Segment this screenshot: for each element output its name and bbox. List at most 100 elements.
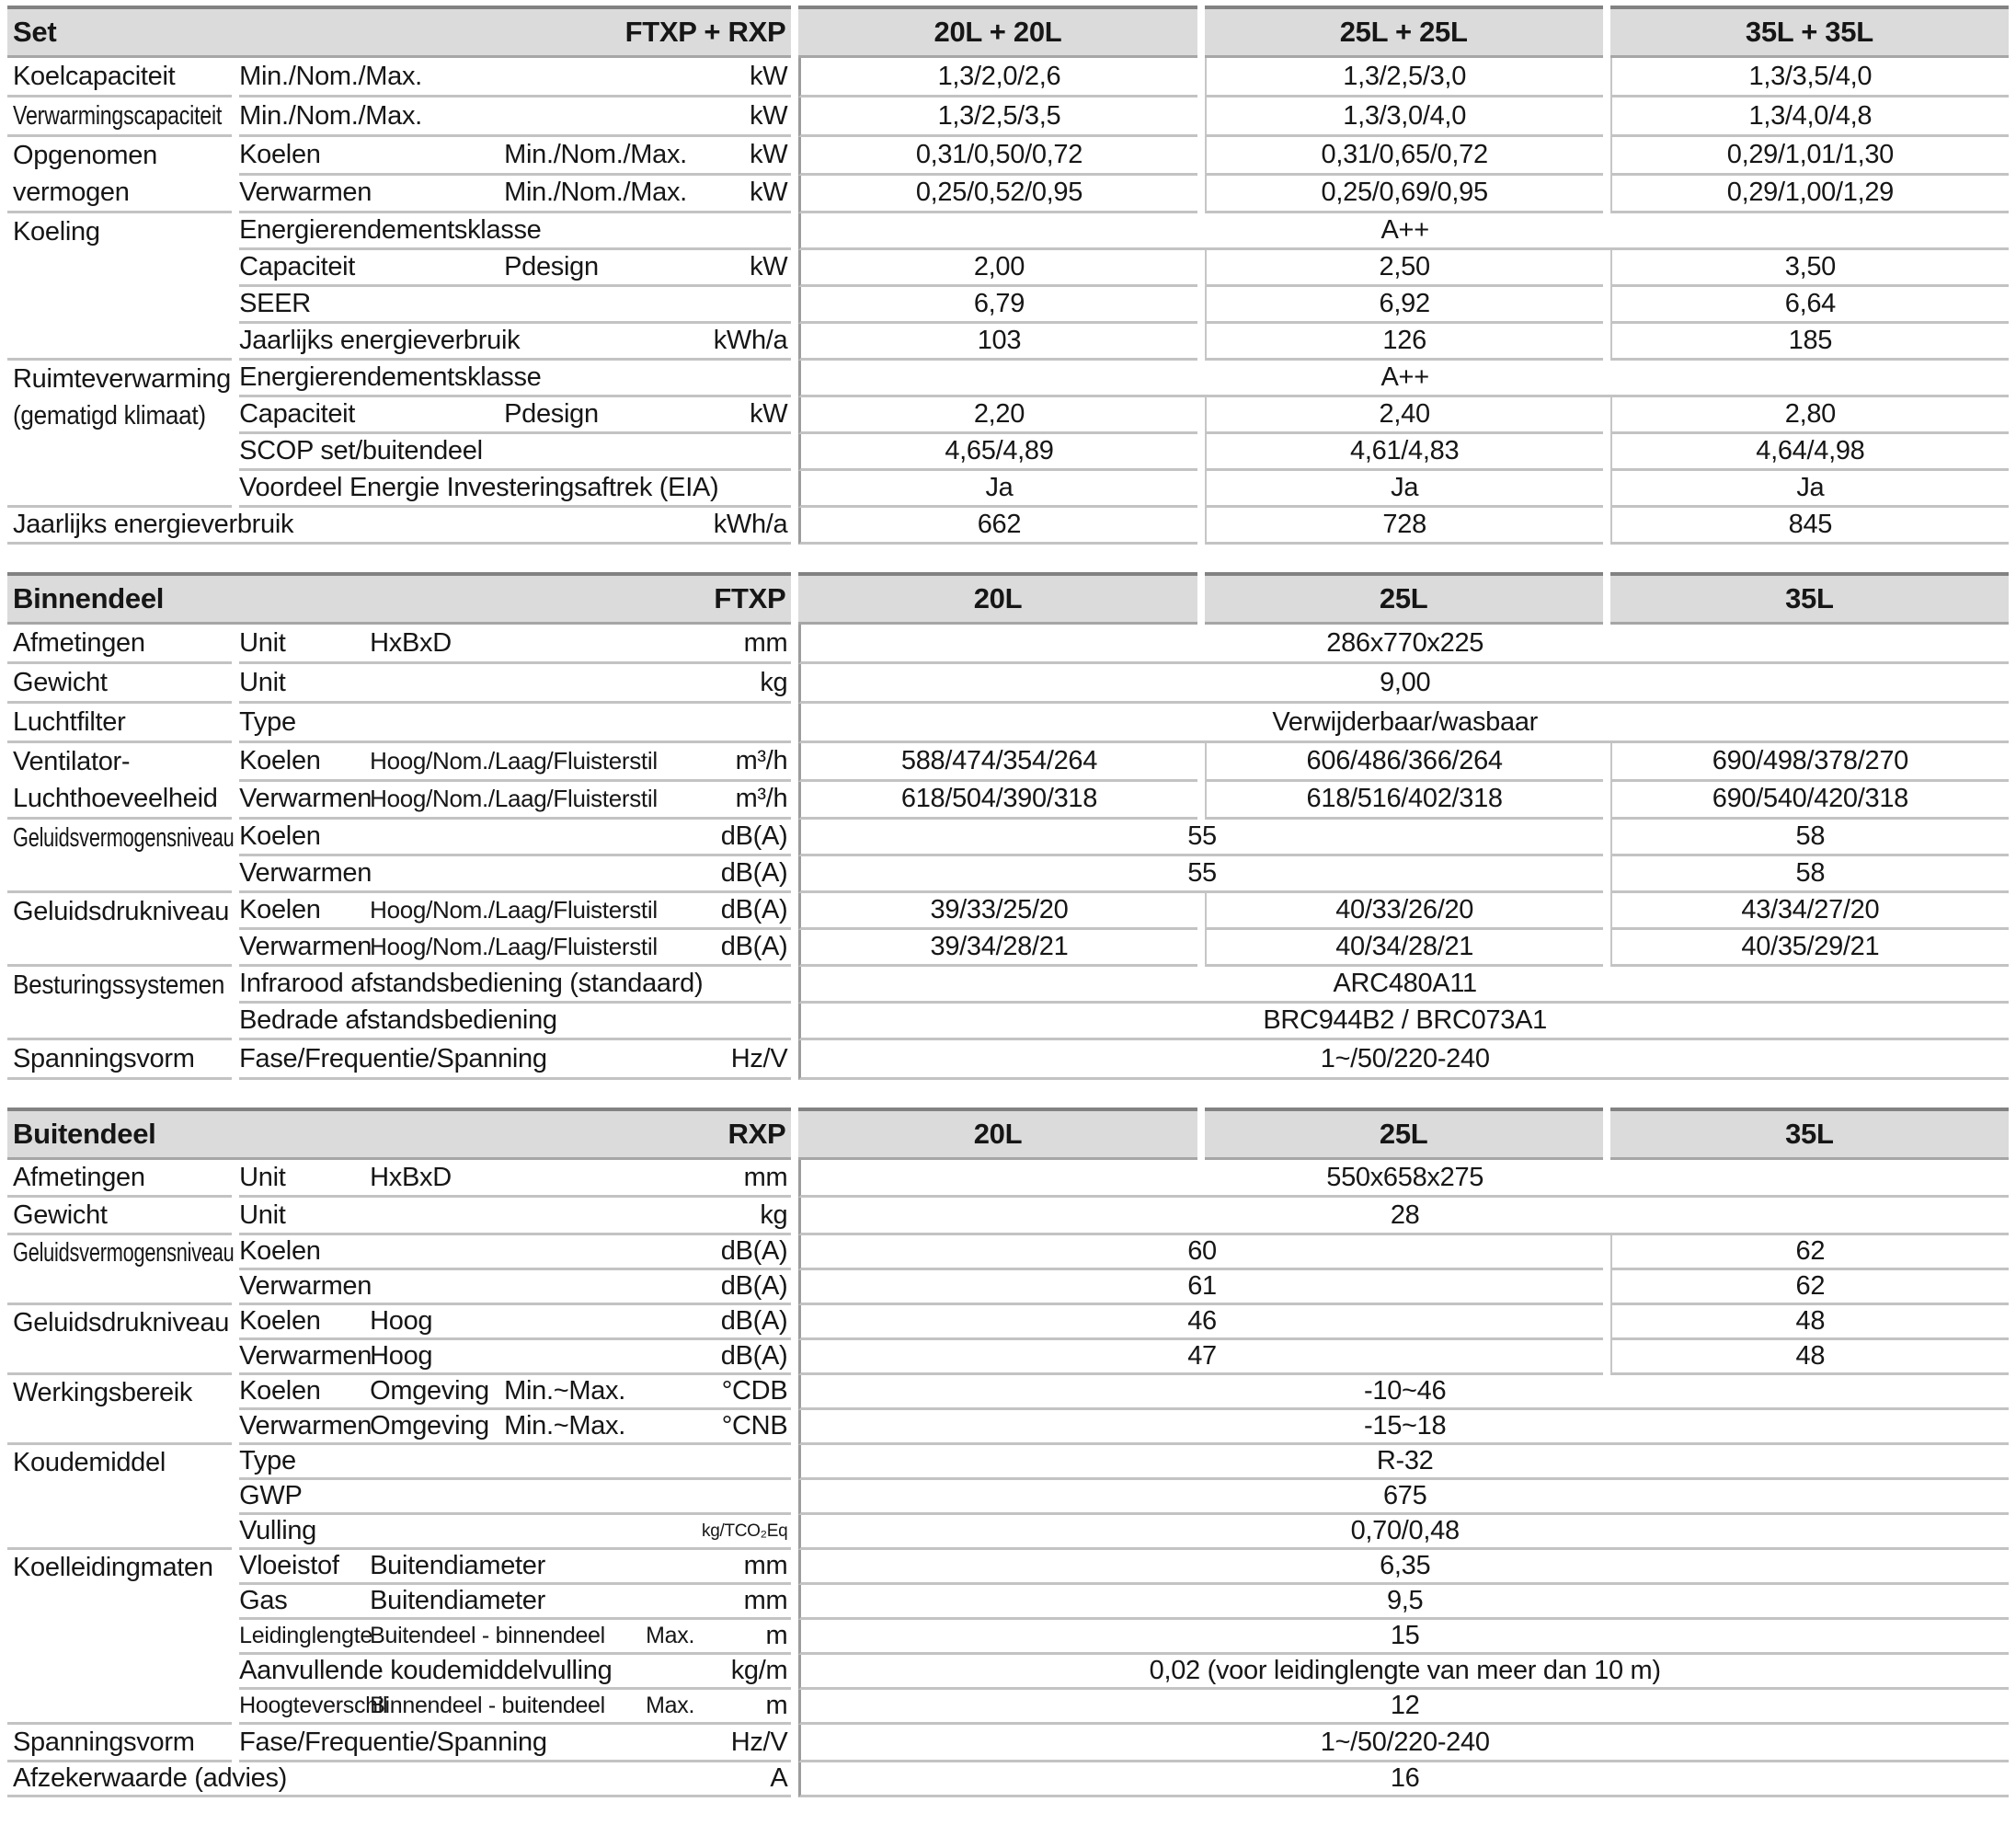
category-cell: Spanningsvorm — [7, 1040, 233, 1080]
label-cell: Unit kg — [239, 1198, 792, 1235]
unit-label: m³/h — [735, 784, 788, 814]
value-cell: 39/33/25/20 — [798, 893, 1197, 930]
value-cell: 0,29/1,00/1,29 — [1609, 175, 2009, 213]
value-cell: 40/33/26/20 — [1204, 893, 1603, 930]
table-row: Werkingsbereik Koelen Omgeving Min.~Max.… — [7, 1375, 2009, 1445]
row-sublabel: Max. — [646, 1693, 695, 1718]
value-cell: 588/474/354/264 — [798, 743, 1197, 782]
value-cell: 40/34/28/21 — [1204, 930, 1603, 967]
value-cell: -10~46 — [798, 1375, 2009, 1410]
value-cell: 1~/50/220-240 — [798, 1725, 2009, 1762]
value-cell: 185 — [1609, 324, 2009, 361]
row-label: Koelen — [239, 895, 321, 924]
buitendeel-spec-table: Buitendeel RXP 20L 25L 35L Afmetingen Un… — [0, 1108, 2016, 1797]
category-cell: Koudemiddel — [7, 1445, 233, 1550]
value-cell: 55 — [798, 820, 1603, 856]
row-sublabel: Binnendeel - buitendeel — [370, 1693, 605, 1718]
category-cell: Besturingssystemen — [7, 967, 233, 1040]
value-cell: 3,50 — [1609, 250, 2009, 287]
table-row: Afzekerwaarde (advies) A 16 — [7, 1762, 2009, 1797]
row-sublabel: Min./Nom./Max. — [504, 178, 687, 208]
row-label: Infrarood afstandsbediening (standaard) — [239, 969, 704, 998]
row-label: Verwarmen — [239, 1411, 372, 1440]
unit-label: dB(A) — [720, 1341, 788, 1371]
unit-label: kW — [750, 252, 788, 281]
table-row: SCOP set/buitendeel 4,65/4,89 4,61/4,83 … — [7, 434, 2009, 471]
unit-label: kW — [750, 139, 788, 169]
label-cell: Koelen Hoog dB(A) — [239, 1305, 792, 1340]
value-cell: 4,65/4,89 — [798, 434, 1197, 471]
row-label: Verwarmen — [239, 178, 372, 208]
row-sublabel: Buitendiameter — [370, 1551, 545, 1580]
unit-label: m³/h — [735, 745, 788, 775]
unit-label: kW — [750, 399, 788, 429]
unit-label: kg — [760, 667, 788, 697]
value-cell: 58 — [1609, 820, 2009, 856]
category-cell: Opgenomen vermogen — [7, 137, 233, 213]
value-cell: A++ — [798, 361, 2009, 397]
value-cell: 618/516/402/318 — [1204, 781, 1603, 820]
table-row: Ventilator- Luchthoeveelheid Koelen Hoog… — [7, 743, 2009, 820]
category-cell: Geluidsvermogensniveau — [7, 1235, 235, 1305]
category-cell: Verwarmingscapaciteit — [7, 98, 233, 137]
row-sublabel: Buitendeel - binnendeel — [370, 1623, 605, 1648]
table-row: Verwarmen Hoog/Nom./Laag/Fluisterstil m³… — [7, 781, 2009, 820]
column-header: 35L + 35L — [1609, 6, 2009, 58]
label-cell: Fase/Frequentie/Spanning Hz/V — [239, 1725, 792, 1762]
value-cell: 1~/50/220-240 — [798, 1040, 2009, 1080]
row-label: GWP — [239, 1481, 303, 1510]
value-cell: 2,00 — [798, 250, 1197, 287]
table-row: Afmetingen Unit HxBxD mm 286x770x225 — [7, 625, 2009, 664]
row-label: Koelen — [239, 139, 321, 169]
row-sublabel: Min.~Max. — [504, 1411, 625, 1440]
unit-label: A — [770, 1763, 788, 1793]
label-cell: Fase/Frequentie/Spanning Hz/V — [239, 1040, 792, 1080]
value-cell: 62 — [1609, 1270, 2009, 1305]
table-row: Jaarlijks energieverbruik kWh/a 103 126 … — [7, 324, 2009, 361]
table-row: Spanningsvorm Fase/Frequentie/Spanning H… — [7, 1040, 2009, 1080]
row-label: Energierendementsklasse — [239, 215, 542, 245]
label-cell: Verwarmen Omgeving Min.~Max. °CNB — [239, 1410, 792, 1445]
value-cell: 0,70/0,48 — [798, 1515, 2009, 1550]
value-cell: Verwijderbaar/wasbaar — [798, 704, 2009, 743]
row-label: Jaarlijks energieverbruik — [239, 326, 521, 355]
unit-label: dB(A) — [720, 858, 788, 888]
column-header: 25L + 25L — [1204, 6, 1603, 58]
column-header: 20L + 20L — [798, 6, 1197, 58]
category-cell: Gewicht — [7, 664, 233, 704]
unit-label: m — [765, 1621, 788, 1650]
table-row: GWP 675 — [7, 1480, 2009, 1515]
row-label: Unit — [239, 1199, 286, 1230]
unit-label: °CNB — [721, 1411, 788, 1440]
row-label: SEER — [239, 289, 311, 318]
row-label: Capaciteit — [239, 399, 356, 429]
label-cell: Energierendementsklasse — [239, 361, 792, 397]
value-cell: 4,61/4,83 — [1204, 434, 1603, 471]
table-row: SEER 6,79 6,92 6,64 — [7, 287, 2009, 324]
value-cell: 2,40 — [1204, 397, 1603, 434]
value-cell: 6,35 — [798, 1550, 2009, 1585]
value-cell: 0,29/1,01/1,30 — [1609, 137, 2009, 176]
model-code: FTXP — [714, 582, 786, 614]
value-cell: 43/34/27/20 — [1609, 893, 2009, 930]
table-row: Jaarlijks energieverbruik kWh/a 662 728 … — [7, 508, 2009, 545]
row-label: Energierendementsklasse — [239, 362, 542, 392]
row-sublabel: Hoog — [370, 1306, 433, 1336]
row-sublabel: Buitendiameter — [370, 1586, 545, 1615]
label-cell: Capaciteit Pdesign kW — [239, 397, 792, 434]
binnendeel-spec-table: Binnendeel FTXP 20L 25L 35L Afmetingen U… — [0, 572, 2016, 1080]
value-cell: 2,80 — [1609, 397, 2009, 434]
unit-label: dB(A) — [720, 932, 788, 961]
value-cell: 48 — [1609, 1340, 2009, 1375]
value-cell: 2,20 — [798, 397, 1197, 434]
label-cell: Unit HxBxD mm — [239, 1160, 792, 1198]
value-cell: 1,3/3,5/4,0 — [1609, 58, 2009, 98]
unit-label: mm — [743, 1551, 788, 1580]
value-cell: 6,64 — [1609, 287, 2009, 324]
row-sublabel: Hoog — [370, 1341, 433, 1371]
row-label: Verwarmen — [239, 1271, 372, 1301]
value-cell: 1,3/3,0/4,0 — [1204, 98, 1603, 137]
label-cell: Verwarmen Hoog dB(A) — [239, 1340, 792, 1375]
label-cell: Afzekerwaarde (advies) A — [7, 1762, 792, 1797]
row-sublabel: Max. — [646, 1623, 695, 1648]
